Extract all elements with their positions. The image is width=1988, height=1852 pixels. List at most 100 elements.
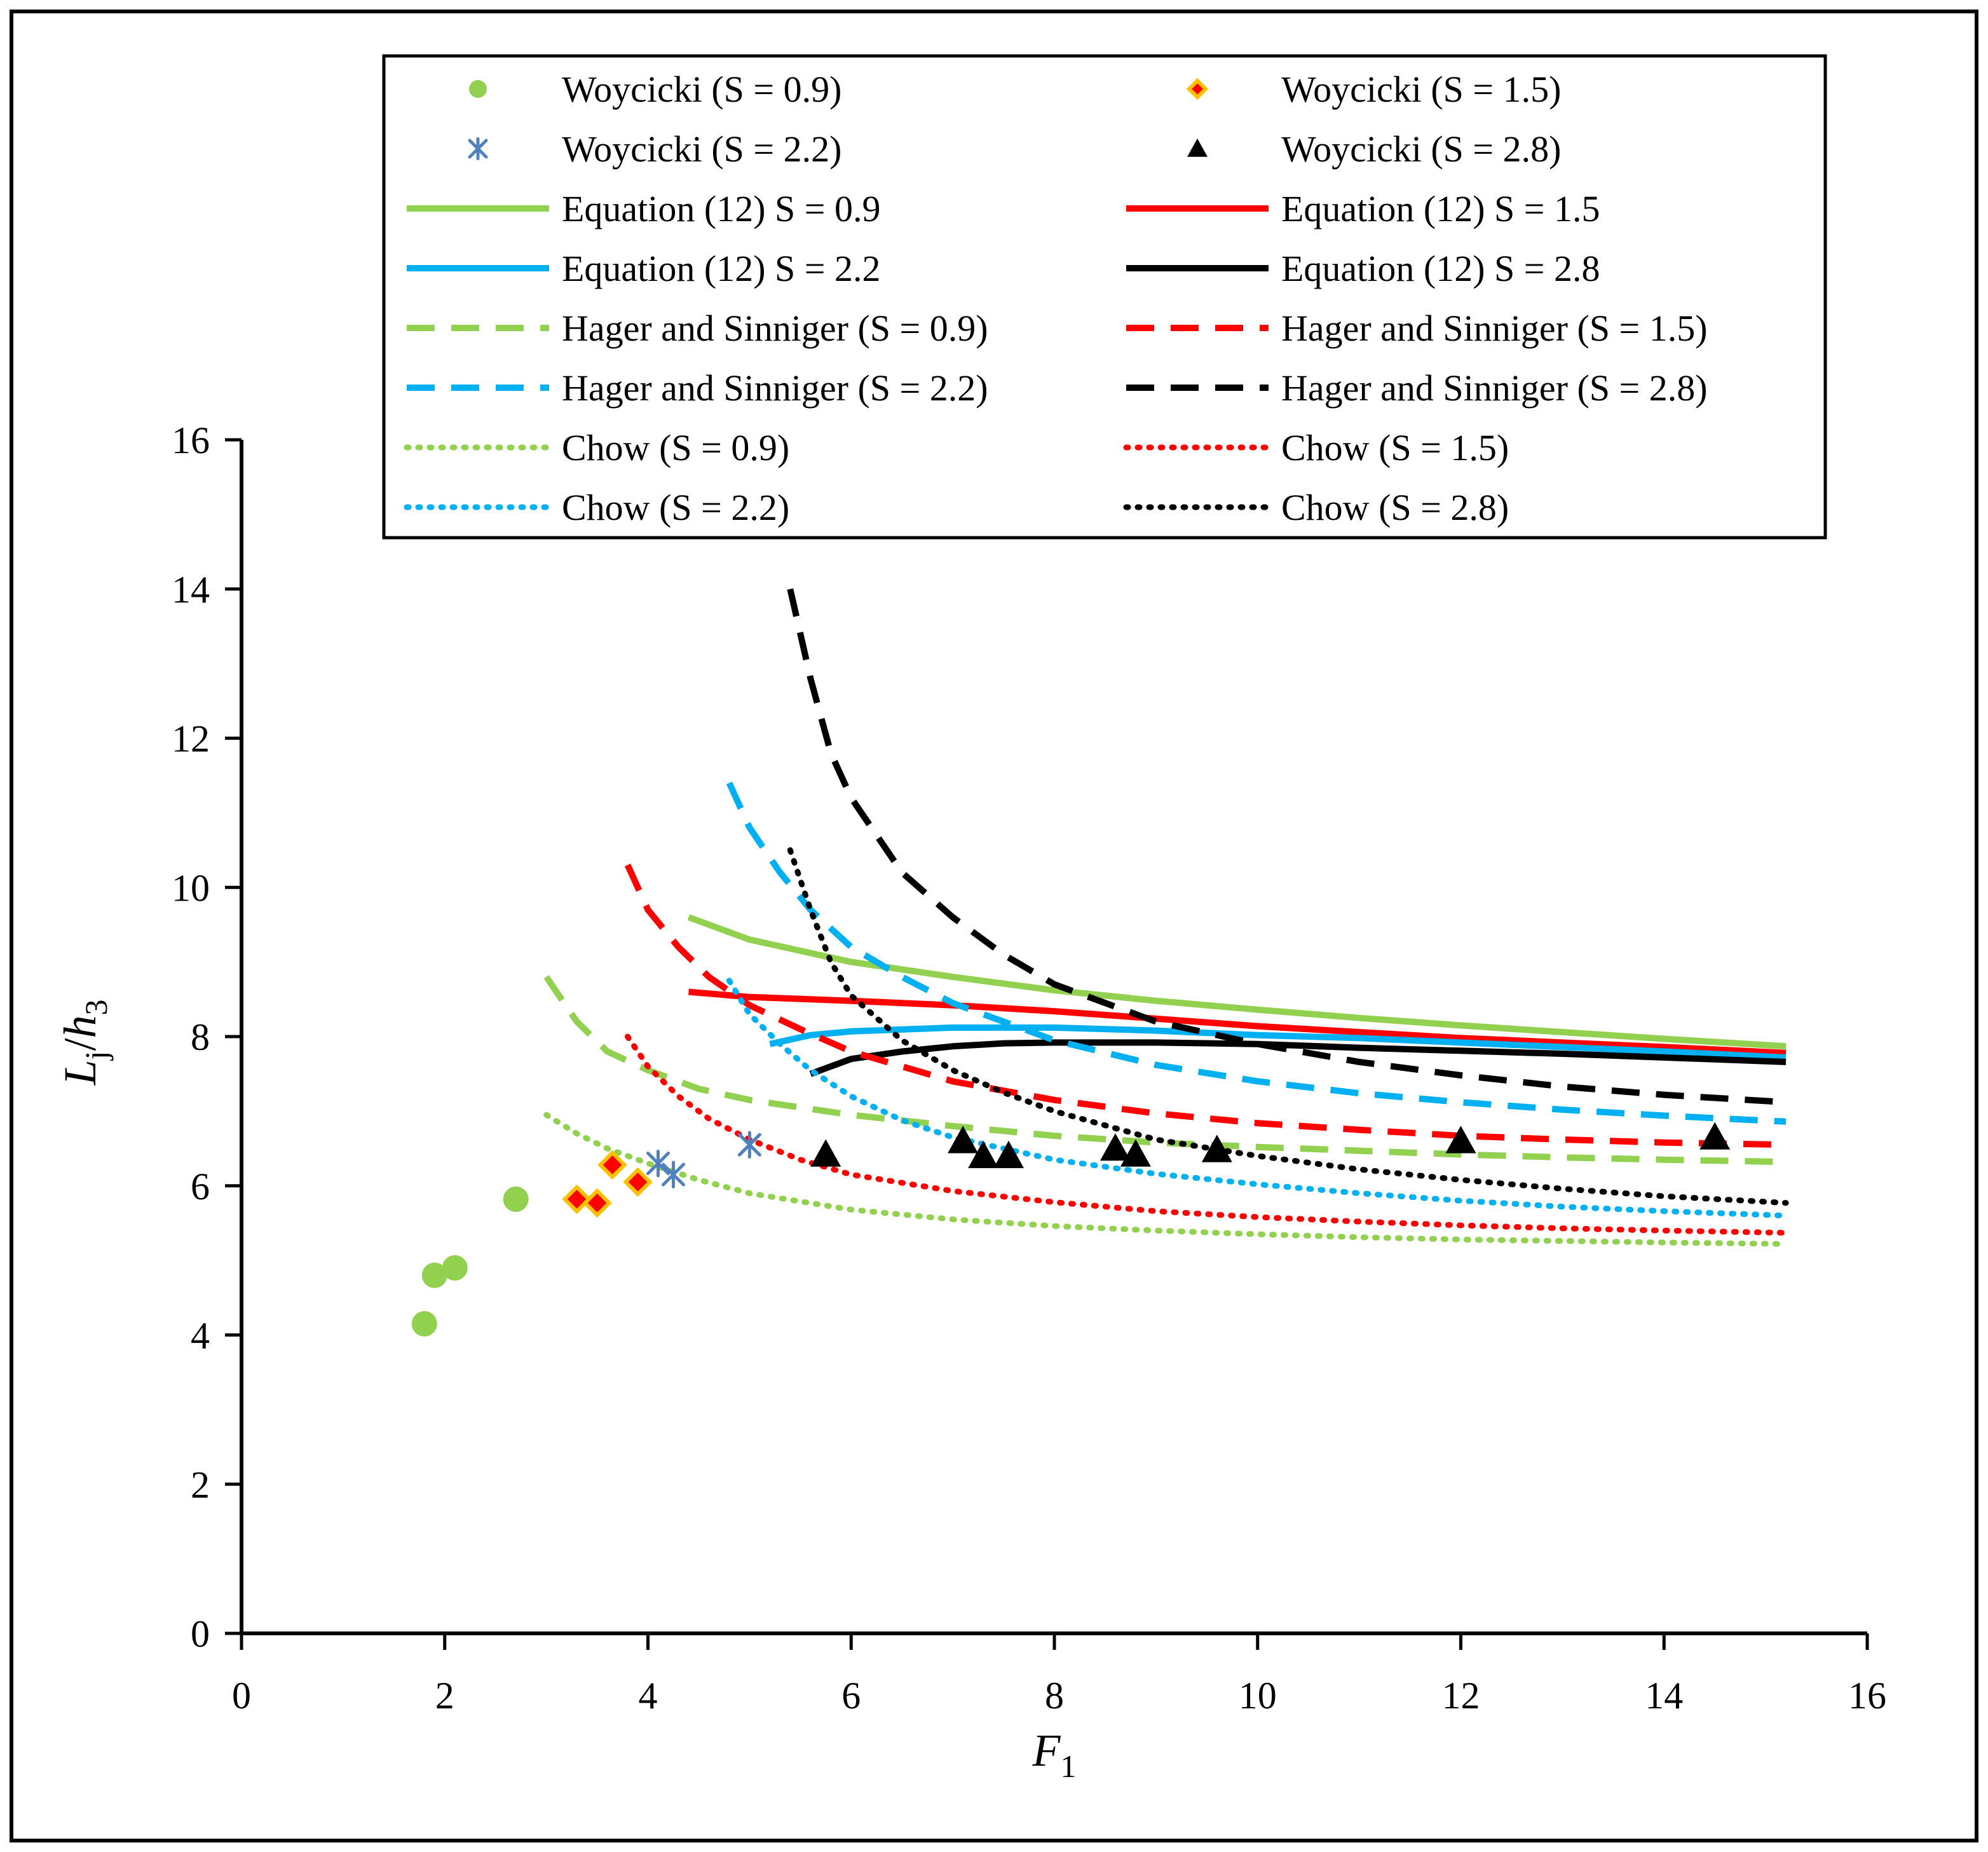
x-tick-label: 14: [1645, 1675, 1683, 1717]
legend-item-ch09: Chow (S = 0.9): [404, 427, 789, 468]
legend-box: [382, 54, 1827, 540]
point-woy09: [503, 1186, 529, 1212]
point-woy28: [993, 1140, 1025, 1168]
legend-label: Equation (12) S = 2.2: [562, 248, 881, 289]
x-tick-label: 0: [232, 1675, 251, 1717]
legend-item-eq09: Equation (12) S = 0.9: [407, 188, 881, 229]
point-woy28: [1445, 1126, 1476, 1154]
point-woy22: [737, 1131, 761, 1159]
legend-swatch-woy09: [469, 80, 487, 98]
legend-item-eq15: Equation (12) S = 1.5: [1126, 188, 1600, 229]
legend-label: Chow (S = 0.9): [562, 427, 789, 468]
y-tick-label: 12: [172, 718, 210, 760]
point-woy28: [1100, 1133, 1131, 1161]
point-woy09: [411, 1311, 437, 1337]
legend-item-hs28: Hager and Sinniger (S = 2.8): [1126, 367, 1708, 409]
series-ch15: [625, 1033, 1789, 1236]
legend-label: Woycicki (S = 2.8): [1281, 128, 1561, 170]
point-woy22: [646, 1149, 670, 1178]
legend-item-eq22: Equation (12) S = 2.2: [407, 248, 881, 289]
legend-label: Woycicki (S = 0.9): [562, 69, 841, 110]
x-tick-label: 6: [841, 1675, 861, 1717]
legend-swatch-woy15: [1186, 78, 1209, 100]
point-woy15: [582, 1188, 612, 1218]
y-tick-label: 4: [191, 1315, 210, 1357]
y-axis-title-h: h: [55, 1016, 106, 1038]
point-woy28: [968, 1140, 999, 1168]
legend-item-ch28: Chow (S = 2.8): [1123, 487, 1509, 528]
legend-label: Chow (S = 2.8): [1281, 487, 1509, 528]
legend-item-woy22: Woycicki (S = 2.2): [468, 128, 841, 170]
axes: 0 2 4 6 8 10 12 14 16 0 2 4 6 8 10 12 14 16 F1 Lj/h3: [55, 419, 1886, 1784]
x-tick-label: 12: [1442, 1675, 1480, 1717]
legend-item-hs09: Hager and Sinniger (S = 0.9): [407, 308, 988, 349]
series-eq09: [687, 914, 1787, 1050]
y-tick-label: 6: [191, 1166, 210, 1208]
series-hs28: [787, 588, 1787, 1106]
series-eq15: [688, 988, 1787, 1056]
series-hs22: [726, 781, 1787, 1125]
legend-label: Woycicki (S = 2.2): [562, 128, 841, 170]
figure-border: [10, 10, 1978, 1842]
legend-label: Equation (12) S = 2.8: [1281, 248, 1600, 289]
series-hs15: [624, 863, 1787, 1148]
legend-item-eq28: Equation (12) S = 2.8: [1126, 248, 1600, 289]
series-ch22: [726, 977, 1789, 1219]
legend-label: Hager and Sinniger (S = 0.9): [562, 308, 988, 349]
y-tick-label: 16: [172, 419, 210, 461]
series-ch09: [543, 1112, 1789, 1247]
legend-item-woy09: Woycicki (S = 0.9): [469, 69, 841, 110]
plot-lines: [543, 588, 1789, 1247]
point-woy28: [1201, 1134, 1232, 1162]
series-eq22: [769, 1024, 1787, 1061]
point-woy28: [948, 1126, 979, 1154]
point-woy15: [597, 1150, 627, 1180]
legend-label: Chow (S = 1.5): [1281, 427, 1509, 468]
y-axis-title-main: L: [55, 1059, 106, 1086]
y-tick-label: 2: [191, 1464, 210, 1506]
x-axis-title-sub: 1: [1060, 1748, 1076, 1784]
legend: Woycicki (S = 0.9) Woycicki (S = 1.5) Woyc…: [382, 54, 1827, 540]
y-tick-label: 10: [172, 867, 210, 909]
legend-item-hs15: Hager and Sinniger (S = 1.5): [1126, 308, 1708, 349]
point-woy15: [562, 1184, 592, 1215]
x-axis-title-main: F: [1032, 1725, 1061, 1776]
x-tick-label: 4: [639, 1675, 658, 1717]
y-axis-title-h-sub: 3: [78, 1000, 114, 1016]
legend-item-ch15: Chow (S = 1.5): [1123, 427, 1509, 468]
legend-label: Hager and Sinniger (S = 2.2): [562, 367, 988, 409]
legend-label: Hager and Sinniger (S = 2.8): [1281, 367, 1708, 409]
point-woy09: [421, 1262, 447, 1288]
legend-swatch-woy28: [1187, 139, 1208, 157]
point-woy28: [1120, 1139, 1151, 1167]
series-eq28: [809, 1039, 1787, 1077]
legend-item-hs22: Hager and Sinniger (S = 2.2): [407, 367, 988, 409]
y-axis-title-sep: /: [55, 1038, 106, 1051]
x-tick-label: 8: [1045, 1675, 1064, 1717]
x-axis-title: F1: [1032, 1725, 1077, 1784]
point-woy15: [623, 1167, 653, 1197]
x-tick-label: 16: [1848, 1675, 1886, 1717]
y-tick-label: 14: [172, 569, 210, 611]
legend-item-ch22: Chow (S = 2.2): [404, 487, 789, 528]
x-tick-label: 10: [1239, 1675, 1277, 1717]
legend-swatch-woy22: [468, 137, 488, 161]
legend-label: Chow (S = 2.2): [562, 487, 789, 528]
point-woy28: [810, 1139, 841, 1167]
y-tick-label: 8: [191, 1016, 210, 1058]
y-axis-title-sub: j: [78, 1051, 114, 1061]
legend-label: Equation (12) S = 0.9: [562, 188, 881, 229]
legend-label: Hager and Sinniger (S = 1.5): [1281, 308, 1708, 349]
legend-label: Equation (12) S = 1.5: [1281, 188, 1600, 229]
point-woy09: [442, 1255, 468, 1281]
legend-item-woy28: Woycicki (S = 2.8): [1187, 128, 1561, 170]
series-hs09: [543, 975, 1787, 1166]
y-axis-title: Lj/h3: [55, 1000, 114, 1086]
plot-markers: [411, 1122, 1731, 1337]
legend-label: Woycicki (S = 1.5): [1281, 69, 1561, 110]
x-tick-label: 2: [435, 1675, 454, 1717]
point-woy28: [1699, 1122, 1731, 1150]
point-woy22: [661, 1161, 685, 1188]
legend-item-woy15: Woycicki (S = 1.5): [1186, 69, 1561, 110]
